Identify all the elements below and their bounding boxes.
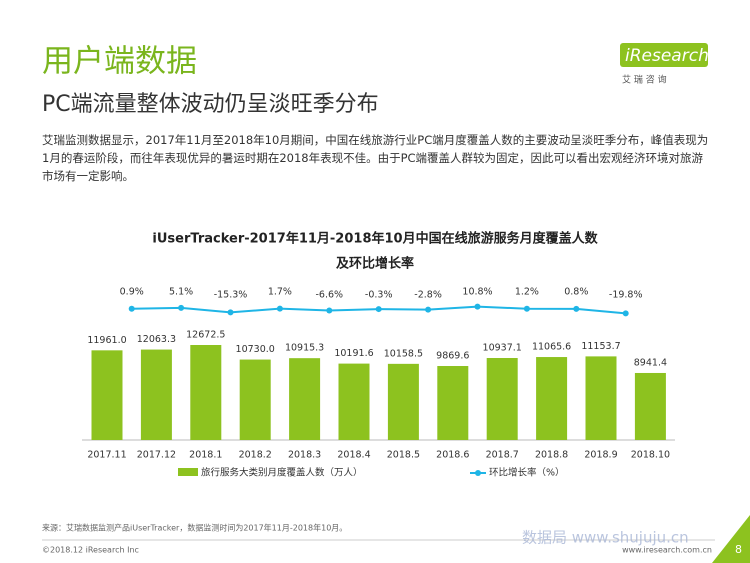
chart-subtitle: 及环比增长率: [336, 256, 414, 272]
bar: [486, 358, 518, 440]
x-tick-label: 2018.8: [535, 450, 568, 461]
bar: [289, 358, 321, 440]
bar-label: 12063.3: [137, 334, 176, 345]
bar-label: 10191.6: [334, 348, 373, 359]
page-title: 用户端数据: [42, 44, 197, 80]
legend-dot: [475, 470, 481, 476]
bar-label: 9869.6: [436, 351, 469, 362]
growth-point: [474, 303, 481, 310]
logo-bg: [620, 43, 708, 67]
growth-point: [178, 304, 185, 311]
bar: [140, 349, 172, 440]
growth-point: [622, 310, 629, 317]
growth-label: 1.7%: [268, 287, 292, 298]
bar: [239, 359, 271, 440]
paragraph: 艾瑞监测数据显示，2017年11月至2018年10月期间，中国在线旅游行业PC端…: [42, 133, 709, 183]
legend-swatch: [178, 468, 198, 476]
growth-point: [375, 306, 382, 313]
bar-label: 11961.0: [87, 335, 126, 346]
growth-label: 5.1%: [169, 287, 193, 298]
x-tick-label: 2018.4: [337, 450, 370, 461]
growth-label: -19.8%: [609, 290, 643, 301]
bar: [338, 363, 370, 440]
growth-label: 0.8%: [564, 287, 588, 298]
bar: [437, 366, 469, 440]
bar: [91, 350, 123, 440]
growth-label: 1.2%: [515, 287, 539, 298]
growth-label: 0.9%: [120, 287, 144, 298]
x-tick-label: 2018.9: [584, 450, 617, 461]
bar: [585, 356, 617, 440]
x-tick-label: 2017.12: [137, 450, 176, 461]
growth-label: -6.6%: [316, 290, 344, 301]
legend-label: 旅行服务大类别月度覆盖人数（万人）: [201, 467, 363, 479]
page-subtitle: PC端流量整体波动仍呈淡旺季分布: [42, 92, 379, 117]
x-tick-label: 2018.2: [239, 450, 272, 461]
bar-label: 10915.3: [285, 343, 324, 354]
bar: [190, 345, 222, 440]
x-tick-label: 2018.3: [288, 450, 321, 461]
bar-label: 11153.7: [581, 341, 620, 352]
watermark: 数据局 www.shujuju.cn: [522, 529, 689, 547]
x-tick-label: 2018.10: [631, 450, 670, 461]
bar-label: 12672.5: [186, 330, 225, 341]
bar-label: 10937.1: [483, 343, 522, 354]
logo: iResearch: [625, 46, 709, 66]
bar-label: 8941.4: [634, 357, 667, 368]
x-tick-label: 2017.11: [87, 450, 126, 461]
growth-point: [227, 309, 234, 316]
bar-label: 10730.0: [236, 344, 275, 355]
website: www.iresearch.com.cn: [622, 546, 712, 555]
growth-label: -2.8%: [414, 290, 442, 301]
source: 来源：艾瑞数据监测产品iUserTracker，数据监测时间为2017年11月-…: [42, 523, 347, 533]
bar: [536, 357, 568, 440]
logo-sub: 艾 瑞 咨 询: [622, 74, 667, 86]
bar-label: 11065.6: [532, 342, 571, 353]
x-tick-label: 2018.7: [486, 450, 519, 461]
growth-point: [425, 306, 432, 313]
x-tick-label: 2018.1: [189, 450, 222, 461]
legend-label: 环比增长率（%）: [489, 467, 565, 479]
growth-point: [523, 305, 530, 312]
growth-label: -15.3%: [214, 290, 248, 301]
growth-point: [573, 305, 580, 312]
page-number: 8: [735, 543, 742, 556]
corner: [712, 515, 750, 563]
bar-label: 10158.5: [384, 348, 423, 359]
chart-title: iUserTracker-2017年11月-2018年10月中国在线旅游服务月度…: [152, 231, 598, 247]
x-tick-label: 2018.6: [436, 450, 469, 461]
growth-label: -0.3%: [365, 290, 393, 301]
copyright: ©2018.12 iResearch Inc: [42, 546, 139, 555]
growth-point: [276, 305, 283, 312]
bar: [387, 363, 419, 440]
growth-label: 10.8%: [462, 287, 492, 298]
growth-point: [128, 305, 135, 312]
bar: [634, 372, 666, 440]
x-tick-label: 2018.5: [387, 450, 420, 461]
growth-point: [326, 307, 333, 314]
